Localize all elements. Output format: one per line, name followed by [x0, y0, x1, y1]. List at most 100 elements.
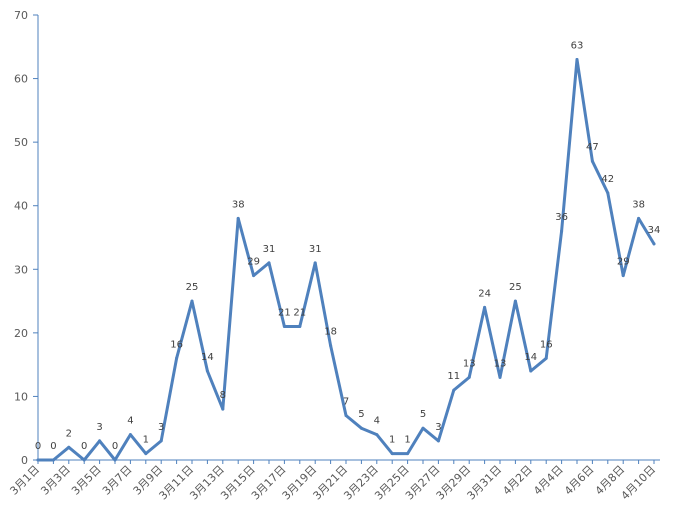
- data-label: 5: [420, 409, 426, 420]
- x-tick-label: 3月5日: [69, 463, 104, 498]
- x-tick-label: 4月10日: [619, 463, 659, 503]
- data-label: 31: [309, 244, 322, 255]
- data-point: [236, 216, 240, 220]
- data-label: 3: [158, 422, 164, 433]
- series-group: [36, 58, 656, 462]
- data-point: [221, 407, 225, 411]
- data-point: [421, 426, 425, 430]
- data-label: 7: [343, 397, 349, 408]
- data-label: 38: [632, 199, 645, 210]
- data-label: 18: [324, 327, 337, 338]
- data-point: [113, 458, 117, 462]
- data-label: 29: [617, 257, 630, 268]
- data-point: [82, 458, 86, 462]
- data-point: [621, 274, 625, 278]
- data-label: 42: [601, 174, 614, 185]
- x-tick-label: 3月7日: [100, 463, 135, 498]
- data-label: 21: [293, 308, 306, 319]
- data-point: [329, 344, 333, 348]
- data-label: 1: [389, 435, 395, 446]
- data-label: 25: [509, 282, 522, 293]
- data-point: [436, 439, 440, 443]
- x-tick-label: 3月31日: [465, 463, 505, 503]
- data-point: [652, 242, 656, 246]
- data-point: [51, 458, 55, 462]
- data-label: 36: [555, 212, 568, 223]
- data-label: 2: [66, 428, 72, 439]
- data-point: [483, 305, 487, 309]
- y-tick-label: 70: [14, 9, 28, 22]
- data-point: [544, 356, 548, 360]
- data-point: [590, 159, 594, 163]
- data-point: [529, 369, 533, 373]
- x-tick-label: 4月2日: [500, 463, 535, 498]
- data-label: 14: [201, 352, 214, 363]
- data-point: [344, 414, 348, 417]
- data-label: 31: [263, 244, 276, 255]
- data-label: 0: [50, 441, 56, 452]
- data-label: 38: [232, 199, 245, 210]
- y-tick-label: 30: [14, 263, 28, 276]
- data-point: [575, 58, 579, 61]
- data-label: 4: [374, 416, 380, 427]
- data-point: [637, 216, 641, 220]
- data-label: 1: [404, 435, 410, 446]
- data-point: [252, 274, 256, 278]
- data-label: 3: [435, 422, 441, 433]
- data-point: [390, 452, 394, 456]
- data-label: 16: [540, 339, 553, 350]
- data-point: [159, 439, 163, 443]
- data-label: 5: [358, 409, 364, 420]
- x-tick-label: 4月6日: [562, 463, 597, 498]
- data-label: 47: [586, 142, 599, 153]
- data-point: [175, 356, 179, 360]
- data-point: [359, 426, 363, 430]
- data-label: 4: [127, 416, 133, 427]
- data-point: [128, 433, 132, 437]
- data-label: 8: [220, 390, 226, 401]
- data-label: 24: [478, 288, 491, 299]
- data-label: 16: [170, 339, 183, 350]
- y-axis: 0 10 20 30 40 50 60 70: [14, 9, 39, 467]
- data-label: 13: [463, 358, 476, 369]
- data-point: [36, 458, 40, 462]
- y-tick-label: 20: [14, 327, 28, 340]
- data-label: 13: [494, 358, 507, 369]
- data-point: [282, 325, 286, 328]
- data-label: 3: [96, 422, 102, 433]
- data-label: 11: [447, 371, 460, 382]
- x-tick-label: 4月4日: [531, 463, 566, 498]
- data-point: [313, 261, 317, 265]
- data-point: [190, 299, 194, 303]
- data-label: 25: [186, 282, 199, 293]
- x-axis: 3月1日3月3日3月5日3月7日3月9日3月11日3月13日3月15日3月17日…: [7, 459, 660, 503]
- data-point: [67, 445, 71, 449]
- data-point: [144, 452, 148, 456]
- x-tick-label: 3月3日: [38, 463, 73, 498]
- data-label: 1: [143, 435, 149, 446]
- data-point: [452, 388, 456, 392]
- data-point: [267, 261, 271, 265]
- data-label: 34: [648, 225, 661, 236]
- data-label: 0: [112, 441, 118, 452]
- y-tick-label: 50: [14, 136, 28, 149]
- data-label: 63: [571, 41, 584, 52]
- data-point: [513, 299, 517, 303]
- y-tick-label: 40: [14, 200, 28, 213]
- data-point: [98, 439, 102, 443]
- y-tick-label: 10: [14, 390, 28, 403]
- data-point: [467, 375, 471, 379]
- y-tick-label: 60: [14, 73, 28, 86]
- data-point: [560, 229, 564, 233]
- x-tick-label: 3月1日: [7, 463, 42, 498]
- data-point: [606, 191, 610, 195]
- data-label: 14: [524, 352, 537, 363]
- data-label: 21: [278, 308, 291, 319]
- data-point: [375, 433, 379, 437]
- data-label: 29: [247, 257, 260, 268]
- data-label: 0: [81, 441, 87, 452]
- data-point: [406, 452, 410, 456]
- y-tick-label: 0: [21, 454, 28, 467]
